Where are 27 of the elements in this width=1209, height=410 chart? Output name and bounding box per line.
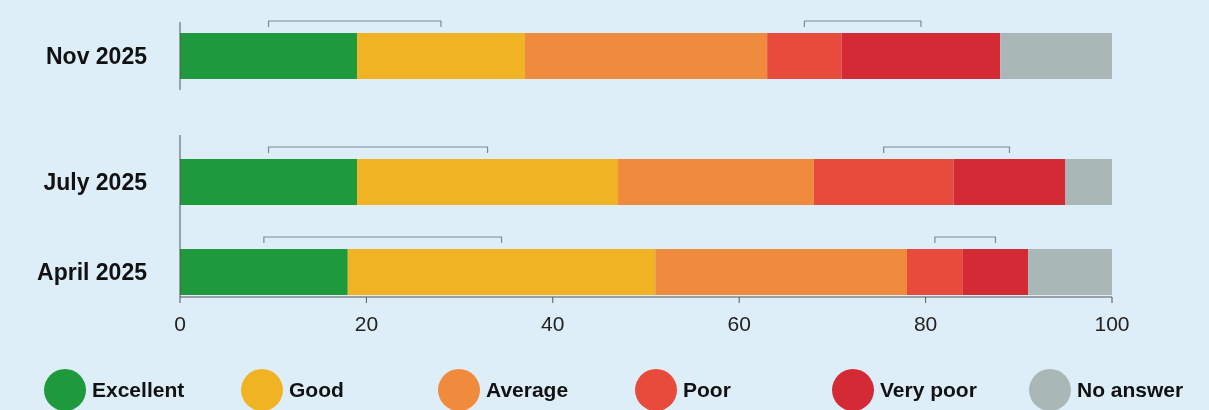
bar [962, 249, 1029, 295]
x-tick-label: 60 [727, 312, 751, 335]
x-tick-label: 20 [354, 312, 379, 335]
x-tick-label: 100 [1094, 312, 1130, 335]
bar [655, 249, 907, 295]
legend-label: No answer [1077, 378, 1184, 401]
bar [1028, 249, 1112, 295]
legend-label: Average [486, 378, 569, 401]
legend-label: Good [289, 378, 344, 401]
bar [767, 33, 842, 79]
legend-label: Very poor [880, 378, 977, 401]
bar [1000, 33, 1112, 79]
bar [180, 249, 348, 295]
y-tick-label: July 2025 [43, 169, 148, 195]
x-tick-label: 80 [913, 312, 938, 335]
bar [524, 33, 768, 79]
bar [357, 33, 525, 79]
legend-label: Poor [683, 378, 731, 401]
x-tick-label: 0 [174, 312, 186, 335]
bar [906, 249, 963, 295]
y-tick-label: Nov 2025 [45, 43, 148, 69]
bar [347, 249, 656, 295]
x-tick-label: 40 [541, 312, 565, 335]
bar [841, 33, 1001, 79]
y-tick-label: April 2025 [37, 259, 148, 285]
bar [180, 33, 358, 79]
legend-label: Excellent [92, 378, 185, 401]
